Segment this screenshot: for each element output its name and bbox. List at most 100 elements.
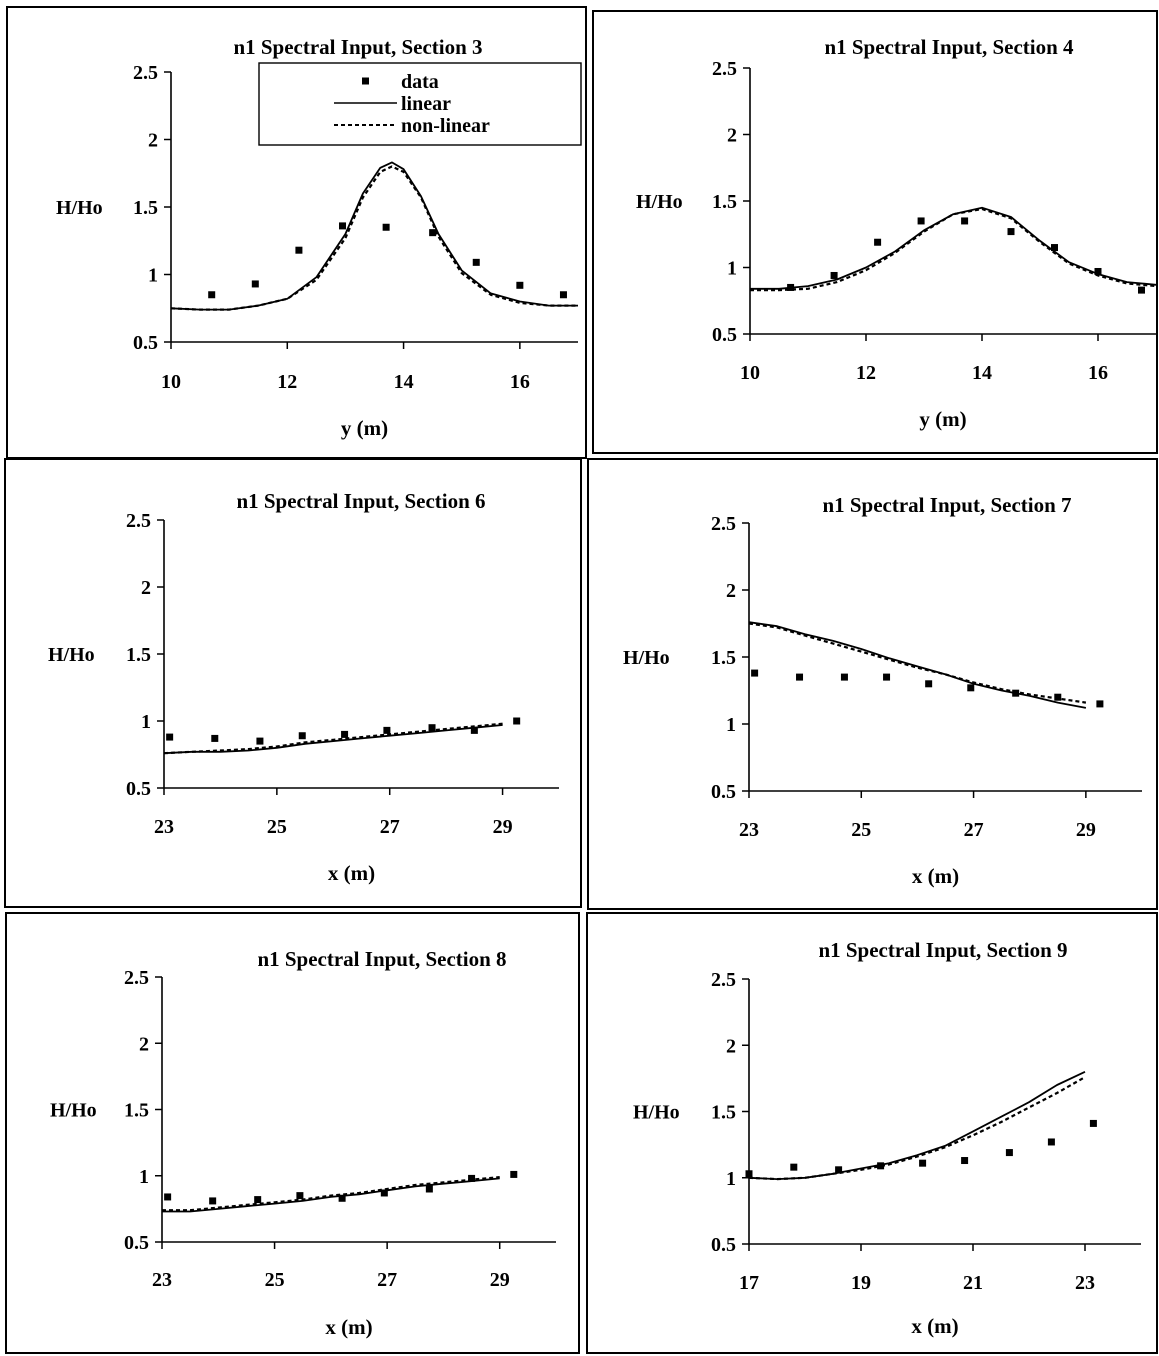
y-tick-label: 1.5 (124, 1100, 149, 1122)
y-tick-label: 2 (139, 1033, 149, 1055)
data-point (961, 1157, 969, 1165)
y-tick-label: 0.5 (711, 1234, 736, 1256)
chart-svg: 0.5 1 1.5 2 2.5 23 25 27 29 H/Ho x (m) n1 Spectral … (623, 493, 1142, 888)
chart-svg: 0.5 1 1.5 2 2.5 10 12 14 16 H/Ho y (m) n1 Spectral … (636, 35, 1156, 431)
data-point (513, 717, 521, 725)
x-tick-label: 19 (851, 1272, 871, 1294)
y-tick-label: 1.5 (133, 197, 158, 219)
x-tick-label: 10 (161, 371, 181, 393)
linear-series-line (163, 724, 503, 755)
data-point (877, 1162, 885, 1170)
x-tick-label: 25 (851, 819, 871, 841)
data-point (883, 673, 891, 681)
chart-panel-section-6: 0.5 1 1.5 2 2.5 23 25 27 29 H/Ho x (m) n1 Spectral … (4, 458, 582, 908)
x-axis-label: y (m) (919, 407, 966, 431)
y-tick-label: 1 (727, 258, 737, 280)
chart-title: n1 Spectral Input, Section 7 (822, 493, 1071, 517)
data-point (510, 1170, 518, 1178)
x-tick-label: 27 (964, 819, 984, 841)
data-point (166, 733, 174, 741)
data-point (1089, 1119, 1097, 1127)
data-point (559, 291, 567, 299)
y-tick-label: 2 (726, 580, 736, 602)
y-tick-label: 1 (139, 1166, 149, 1188)
data-point (1054, 693, 1062, 701)
x-tick-label: 17 (739, 1272, 759, 1294)
data-point (751, 669, 759, 677)
legend-label: non-linear (401, 115, 490, 137)
chart-panel-section-3: 0.5 1 1.5 2 2.5 10 12 14 16 H/Ho y (m) n1 Spectral … (6, 6, 587, 459)
y-tick-label: 2 (726, 1035, 736, 1057)
data-point (429, 229, 437, 237)
data-point (338, 1194, 346, 1202)
x-tick-label: 23 (152, 1269, 172, 1291)
chart-panel-section-7: 0.5 1 1.5 2 2.5 23 25 27 29 H/Ho x (m) n1 Spectral … (587, 458, 1158, 910)
data-point (874, 238, 882, 246)
data-point (967, 684, 975, 692)
chart-svg: 0.5 1 1.5 2 2.5 17 19 21 23 H/Ho x (m) n1 Spectral … (633, 938, 1141, 1338)
legend-box (258, 62, 582, 146)
non-linear-series-line (748, 622, 1087, 704)
data-point (1047, 1138, 1055, 1146)
y-tick-label: 2 (148, 130, 158, 152)
data-point (468, 1174, 476, 1182)
y-tick-label: 0.5 (133, 332, 158, 354)
y-tick-label: 0.5 (711, 781, 736, 803)
x-tick-label: 23 (1075, 1272, 1095, 1294)
y-tick-label: 1 (141, 711, 151, 733)
data-point (256, 737, 264, 745)
x-axis-label: x (m) (328, 861, 375, 885)
data-point (428, 724, 436, 732)
non-linear-series-line (750, 207, 1156, 292)
legend-marker-data (362, 77, 369, 85)
y-axis-label: H/Ho (56, 197, 103, 219)
data-point (1096, 700, 1104, 708)
x-tick-label: 27 (377, 1269, 397, 1291)
chart-panel-section-9: 0.5 1 1.5 2 2.5 17 19 21 23 H/Ho x (m) n1 Spectral … (586, 912, 1158, 1354)
data-point (790, 1163, 798, 1171)
y-axis-label: H/Ho (633, 1102, 680, 1124)
data-point (917, 217, 925, 225)
y-tick-label: 2.5 (711, 513, 736, 535)
y-tick-label: 2.5 (712, 58, 737, 80)
x-axis-label: x (m) (912, 864, 959, 888)
data-point (164, 1193, 172, 1201)
y-tick-label: 1 (726, 714, 736, 736)
y-tick-label: 2.5 (711, 969, 736, 991)
x-tick-label: 23 (154, 816, 174, 838)
y-tick-label: 2 (727, 125, 737, 147)
data-point (745, 1170, 753, 1178)
y-tick-label: 1 (148, 265, 158, 287)
data-point (341, 730, 349, 738)
data-point (835, 1166, 843, 1174)
data-point (382, 223, 390, 231)
y-axis-label: H/Ho (48, 644, 95, 666)
data-point (919, 1159, 927, 1167)
non-linear-series-line (748, 1076, 1086, 1181)
data-point (1007, 228, 1015, 236)
y-tick-label: 1 (726, 1168, 736, 1190)
y-axis-label: H/Ho (636, 191, 683, 213)
data-point (209, 1197, 217, 1205)
x-tick-label: 12 (856, 362, 876, 384)
x-tick-label: 12 (277, 371, 297, 393)
data-point (296, 1192, 304, 1200)
data-point (425, 1185, 433, 1193)
y-tick-label: 2.5 (124, 967, 149, 989)
chart-svg: 0.5 1 1.5 2 2.5 23 25 27 29 H/Ho x (m) n1 Spectral … (50, 947, 556, 1339)
data-point (295, 246, 303, 254)
chart-svg: 0.5 1 1.5 2 2.5 23 25 27 29 H/Ho x (m) n1 Spectral … (48, 489, 559, 885)
x-tick-label: 21 (963, 1272, 983, 1294)
data-point (796, 673, 804, 681)
chart-panel-section-8: 0.5 1 1.5 2 2.5 23 25 27 29 H/Ho x (m) n1 Spectral … (5, 912, 580, 1354)
data-point (254, 1196, 262, 1204)
y-tick-label: 0.5 (712, 324, 737, 346)
x-axis-label: x (m) (325, 1315, 372, 1339)
x-tick-label: 10 (740, 362, 760, 384)
chart-title: n1 Spectral Input, Section 3 (233, 35, 482, 59)
legend-label: linear (401, 93, 451, 115)
x-tick-label: 14 (972, 362, 992, 384)
chart-title: n1 Spectral Input, Section 9 (818, 938, 1067, 962)
chart-title: n1 Spectral Input, Section 4 (824, 35, 1074, 59)
x-tick-label: 25 (267, 816, 287, 838)
